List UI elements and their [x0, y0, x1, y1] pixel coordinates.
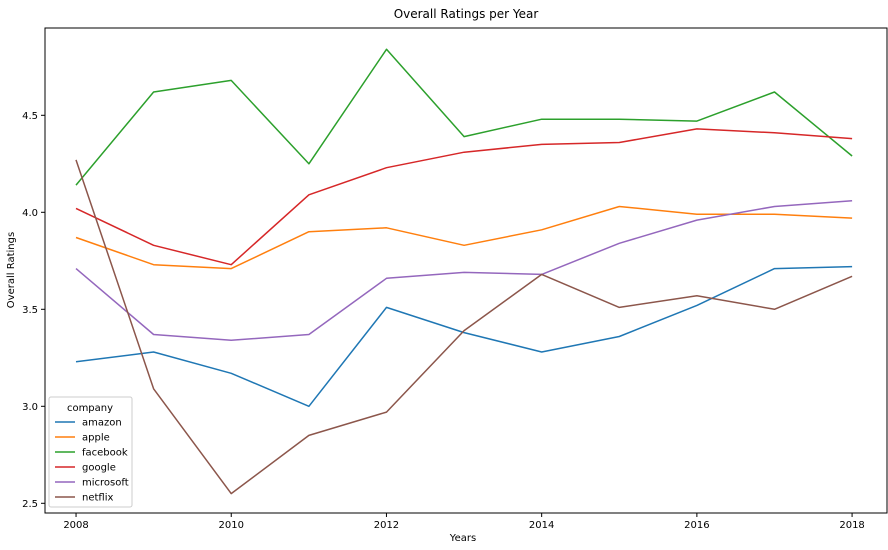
legend: company amazon apple facebook google microso… [48, 396, 133, 508]
y-tick-label: 3.0 [22, 402, 38, 413]
plot-area-frame [44, 27, 888, 514]
x-axis: 2008 2010 2012 2014 2016 2018 [63, 513, 865, 531]
y-tick-label: 2.5 [22, 499, 38, 510]
series-line-microsoft [75, 199, 853, 342]
legend-label-google: google [82, 463, 116, 474]
series-lines [75, 48, 853, 495]
y-tick-label: 4.0 [22, 208, 38, 219]
legend-box [48, 396, 133, 508]
series-line-amazon [75, 265, 853, 408]
series-line-facebook [75, 48, 853, 186]
x-axis-title: Years [449, 533, 476, 544]
legend-label-facebook: facebook [82, 448, 128, 459]
x-tick-label: 2016 [684, 520, 709, 531]
y-tick-label: 3.5 [22, 305, 38, 316]
series-line-apple [75, 205, 853, 270]
legend-label-microsoft: microsoft [82, 478, 129, 489]
x-tick-label: 2010 [219, 520, 244, 531]
y-tick-label: 4.5 [22, 111, 38, 122]
legend-items: amazon apple facebook google microsoft netfli… [55, 418, 129, 504]
legend-label-apple: apple [82, 433, 110, 444]
x-tick-label: 2018 [839, 520, 864, 531]
chart-title: Overall Ratings per Year [394, 7, 539, 21]
y-axis: 2.5 3.0 3.5 4.0 4.5 [22, 111, 45, 510]
x-tick-label: 2014 [529, 520, 554, 531]
series-line-google [75, 128, 853, 266]
y-axis-title: Overall Ratings [6, 232, 17, 308]
legend-title: company [67, 403, 113, 414]
legend-label-amazon: amazon [82, 418, 122, 429]
series-line-netflix [75, 159, 853, 495]
legend-label-netflix: netflix [82, 493, 113, 504]
x-tick-label: 2008 [63, 520, 88, 531]
x-tick-label: 2012 [374, 520, 399, 531]
